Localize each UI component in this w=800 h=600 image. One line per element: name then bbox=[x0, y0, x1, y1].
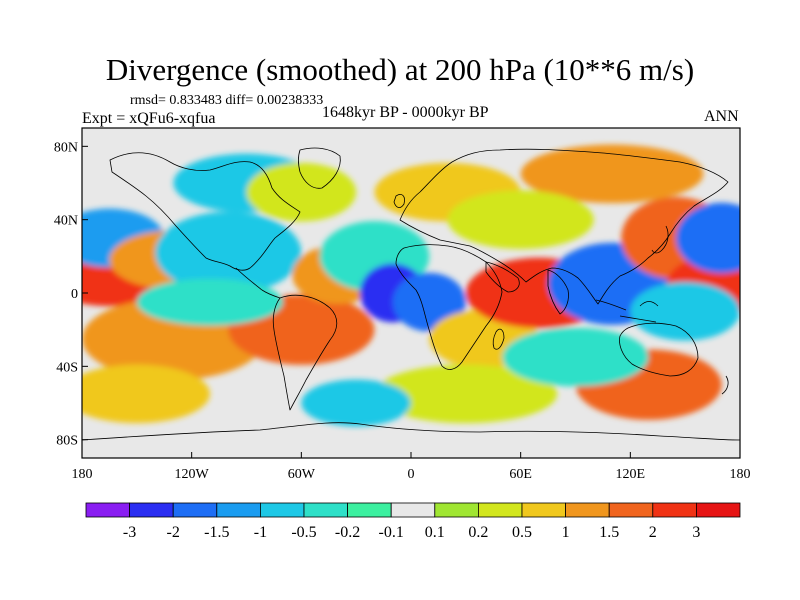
field-region bbox=[82, 364, 210, 424]
colorbar-label: 2 bbox=[649, 524, 657, 541]
coastline-arabia bbox=[485, 261, 520, 293]
colorbar-label: -3 bbox=[123, 524, 136, 541]
coastline-antarctica bbox=[82, 422, 740, 441]
colorbar-swatch bbox=[608, 502, 654, 518]
field-region bbox=[392, 272, 466, 332]
colorbar-label: -1.5 bbox=[204, 524, 229, 541]
colorbar-swatch bbox=[565, 502, 610, 518]
time-period-label: 1648kyr BP - 0000kyr BP bbox=[322, 104, 489, 121]
colorbar-label: 1.5 bbox=[599, 524, 619, 541]
field-region bbox=[630, 282, 740, 341]
experiment-label: Expt = xQFu6-xqfua bbox=[82, 110, 216, 127]
colorbar-label: 3 bbox=[692, 524, 700, 541]
coastline-japan bbox=[651, 225, 669, 254]
colorbar-swatch bbox=[303, 502, 348, 518]
colorbar-swatch bbox=[521, 502, 566, 518]
y-tick-label: 80N bbox=[54, 140, 78, 155]
x-tick-label: 180 bbox=[72, 467, 93, 482]
colorbar-swatch bbox=[259, 502, 305, 518]
coastline-eurasia bbox=[399, 148, 729, 305]
season-label: ANN bbox=[704, 108, 739, 125]
field-region bbox=[676, 202, 740, 274]
field-region bbox=[155, 211, 302, 294]
colorbar-swatch bbox=[477, 502, 523, 518]
field-region bbox=[502, 327, 649, 387]
map-plot-area bbox=[81, 127, 741, 459]
field-region bbox=[447, 190, 594, 250]
colorbar-swatch bbox=[347, 502, 392, 518]
x-tick-label: 0 bbox=[408, 467, 415, 482]
colorbar-swatch bbox=[172, 502, 218, 518]
y-tick-label: 80S bbox=[56, 434, 78, 449]
x-tick-label: 120W bbox=[175, 467, 210, 482]
y-tick-label: 40N bbox=[54, 214, 78, 229]
colorbar-swatch bbox=[129, 502, 174, 518]
colorbar-label: -0.5 bbox=[291, 524, 316, 541]
coastline-australia bbox=[619, 322, 699, 377]
colorbar-label: -2 bbox=[167, 524, 180, 541]
coastline-greenland bbox=[298, 147, 341, 189]
coastline-britain bbox=[393, 194, 405, 208]
colorbar-label: -0.1 bbox=[379, 524, 404, 541]
coastline-south-america bbox=[272, 294, 338, 411]
rmsd-diff-stats: rmsd= 0.833483 diff= 0.00238333 bbox=[130, 93, 324, 108]
x-tick-label: 120E bbox=[616, 467, 646, 482]
x-tick-label: 60E bbox=[509, 467, 532, 482]
field-region bbox=[301, 379, 411, 427]
colorbar-swatch bbox=[390, 502, 436, 518]
coastline-africa bbox=[395, 244, 503, 370]
coastline-central-america bbox=[235, 267, 281, 299]
y-tick-label: 0 bbox=[71, 287, 78, 302]
colorbar-swatch bbox=[85, 502, 130, 518]
coastline-new-zealand bbox=[721, 375, 729, 395]
colorbar-label: 1 bbox=[562, 524, 570, 541]
colorbar-label: 0.2 bbox=[468, 524, 488, 541]
x-tick-label: 180 bbox=[730, 467, 751, 482]
field-region bbox=[136, 278, 284, 326]
coastline-indonesia bbox=[595, 299, 659, 323]
divergence-field bbox=[82, 144, 740, 427]
field-region bbox=[246, 162, 357, 222]
y-tick-label: 40S bbox=[56, 360, 78, 375]
colorbar-label: -1 bbox=[254, 524, 267, 541]
map-title: Divergence (smoothed) at 200 hPa (10**6 … bbox=[105, 52, 695, 87]
x-axis: 180 120W 60W 0 60E 120E 180 bbox=[72, 452, 751, 482]
colorbar-swatch bbox=[652, 502, 697, 518]
colorbar-swatch bbox=[696, 502, 741, 518]
x-tick-label: 60W bbox=[288, 467, 316, 482]
coastline-north-america bbox=[109, 152, 301, 271]
coastline-madagascar bbox=[492, 328, 505, 350]
colorbar-label: 0.5 bbox=[512, 524, 532, 541]
field-region bbox=[374, 364, 558, 424]
colorbar: -3 -2 -1.5 -1 -0.5 -0.2 -0.1 0.1 0.2 0.5 1 1.5 2 3 bbox=[85, 502, 741, 541]
colorbar-swatch bbox=[216, 502, 261, 518]
colorbar-swatch bbox=[434, 502, 479, 518]
colorbar-label: -0.2 bbox=[335, 524, 360, 541]
coastlines bbox=[82, 147, 740, 441]
colorbar-label: 0.1 bbox=[425, 524, 445, 541]
y-axis: 80N 40N 0 40S 80S bbox=[54, 140, 88, 449]
coastline-india bbox=[547, 269, 569, 315]
